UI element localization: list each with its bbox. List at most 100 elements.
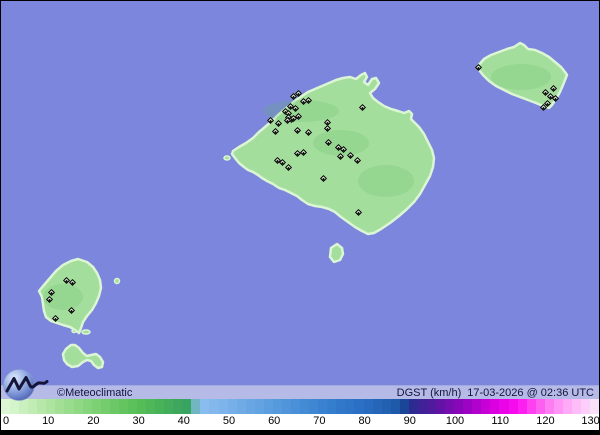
copyright-label: ©Meteoclimatic	[57, 386, 133, 399]
scale-cell	[291, 399, 301, 414]
scale-tick-label: 90	[403, 415, 416, 427]
scale-tick-label: 40	[177, 415, 190, 427]
scale-cell	[1, 399, 11, 414]
islands-layer	[37, 41, 569, 370]
scale-cell	[381, 399, 391, 414]
terrain-shading	[491, 64, 551, 90]
island-formentera	[61, 343, 105, 370]
islet-tagomago	[113, 277, 121, 285]
scale-cell	[408, 399, 418, 414]
scale-cell	[363, 399, 373, 414]
scale-cell	[136, 399, 146, 414]
scale-cell	[55, 399, 65, 414]
scale-tick-label: 50	[222, 415, 236, 427]
scale-cell	[345, 399, 355, 414]
scale-cell	[73, 399, 83, 414]
scale-tick-labels: 0 10 20 30 40 50 60 70 80 90 100 110 120 130	[1, 414, 599, 430]
scale-cell	[164, 399, 174, 414]
scale-cell	[517, 399, 527, 414]
scale-tick-label: 0	[3, 415, 10, 427]
scale-cell	[327, 399, 337, 414]
scale-cell	[82, 399, 92, 414]
scale-cell	[263, 399, 273, 414]
scale-cell	[37, 399, 47, 414]
terrain-shading	[358, 165, 414, 197]
scale-cell	[354, 399, 364, 414]
scale-tick-label: 80	[358, 415, 371, 427]
scale-cell	[490, 399, 500, 414]
scale-cell	[553, 399, 563, 414]
scale-cell	[372, 399, 382, 414]
scale-cell	[91, 399, 101, 414]
scale-tick-label: 30	[132, 415, 145, 427]
scale-tick-label: 60	[268, 415, 281, 427]
scale-cell	[481, 399, 491, 414]
scale-cell	[182, 399, 192, 414]
scale-tick-label: 110	[491, 415, 509, 427]
scale-cell	[309, 399, 319, 414]
scale-cell	[399, 399, 409, 414]
scale-cell	[499, 399, 509, 414]
variable-label: DGST (km/h)	[396, 386, 462, 399]
scale-cell	[254, 399, 264, 414]
islet-dragonera	[223, 155, 231, 161]
scale-cell	[445, 399, 455, 414]
scale-cell	[535, 399, 545, 414]
scale-cell	[390, 399, 400, 414]
scale-cell	[19, 399, 29, 414]
scale-cell	[200, 399, 210, 414]
scale-cell	[272, 399, 282, 414]
wind-gust-color-scale	[1, 399, 599, 414]
scale-cell	[245, 399, 255, 414]
scale-cell	[436, 399, 446, 414]
scale-cell	[336, 399, 346, 414]
islet-espalmador-west	[71, 328, 77, 334]
bottom-border-bar	[1, 430, 599, 434]
scale-cell	[590, 399, 599, 414]
scale-cell	[146, 399, 156, 414]
scale-cell	[581, 399, 591, 414]
scale-cell	[236, 399, 246, 414]
datetime-label: 17-03-2026 @ 02:36 UTC	[467, 386, 594, 399]
scale-cell	[571, 399, 581, 414]
meteoclimatic-logo-icon	[3, 369, 49, 401]
scale-cell	[281, 399, 291, 414]
scale-cell	[28, 399, 38, 414]
scale-cell	[562, 399, 572, 414]
scale-tick-label: 130	[581, 415, 600, 427]
island-cabrera	[328, 242, 345, 264]
scale-cell	[426, 399, 436, 414]
scale-cell	[454, 399, 464, 414]
scale-cell	[417, 399, 427, 414]
scale-cell	[508, 399, 518, 414]
scale-cell	[155, 399, 165, 414]
scale-cell	[526, 399, 536, 414]
scale-cell	[64, 399, 74, 414]
islet-espalmador-east	[81, 329, 91, 335]
scale-cell	[118, 399, 128, 414]
scale-cell	[218, 399, 228, 414]
terrain-shading	[313, 130, 369, 156]
terrain-shading	[263, 100, 339, 122]
scale-tick-label: 20	[87, 415, 100, 427]
footer-status-bar: ©Meteoclimatic DGST (km/h) 17-03-2026 @ 0…	[1, 385, 599, 399]
scale-cell	[191, 399, 201, 414]
scale-cell	[300, 399, 310, 414]
scale-tick-label: 10	[42, 415, 55, 427]
scale-cell	[100, 399, 110, 414]
scale-cell	[127, 399, 137, 414]
scale-tick-label: 100	[445, 415, 465, 427]
scale-cell	[209, 399, 219, 414]
map-canvas	[1, 1, 599, 384]
scale-cell	[46, 399, 56, 414]
scale-cell	[544, 399, 554, 414]
scale-cell	[173, 399, 183, 414]
scale-cell	[227, 399, 237, 414]
scale-cell	[463, 399, 473, 414]
scale-cell	[318, 399, 328, 414]
scale-tick-label: 120	[536, 415, 555, 427]
scale-tick-label: 70	[313, 415, 326, 427]
island-mallorca	[230, 71, 436, 236]
scale-cell	[109, 399, 119, 414]
